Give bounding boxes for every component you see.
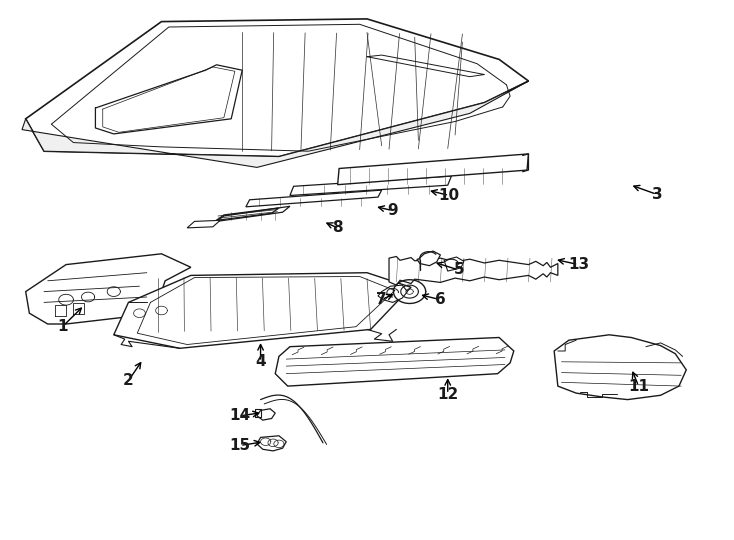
Polygon shape (26, 19, 528, 157)
Text: 14: 14 (230, 408, 250, 423)
Text: 15: 15 (230, 438, 250, 453)
Text: 1: 1 (57, 319, 68, 334)
Polygon shape (187, 220, 220, 228)
Polygon shape (114, 273, 411, 348)
Polygon shape (257, 409, 275, 420)
Text: 4: 4 (255, 354, 266, 369)
Polygon shape (417, 251, 440, 266)
Polygon shape (378, 285, 407, 302)
Text: 10: 10 (439, 188, 459, 203)
Text: 3: 3 (652, 187, 662, 202)
Polygon shape (554, 335, 686, 400)
Text: 2: 2 (123, 373, 134, 388)
Text: 5: 5 (454, 262, 464, 278)
Polygon shape (26, 254, 191, 324)
Polygon shape (389, 256, 558, 285)
Text: 12: 12 (437, 387, 458, 402)
Polygon shape (290, 176, 451, 195)
Text: 6: 6 (435, 292, 446, 307)
Text: 11: 11 (628, 379, 649, 394)
Polygon shape (22, 81, 528, 167)
Polygon shape (217, 206, 290, 221)
Polygon shape (338, 154, 528, 185)
Text: 8: 8 (333, 220, 343, 235)
Polygon shape (246, 190, 382, 207)
Text: 13: 13 (568, 257, 589, 272)
Polygon shape (275, 338, 514, 386)
Polygon shape (257, 436, 286, 451)
Text: 9: 9 (388, 203, 398, 218)
Polygon shape (444, 257, 464, 271)
Text: 7: 7 (377, 292, 387, 307)
